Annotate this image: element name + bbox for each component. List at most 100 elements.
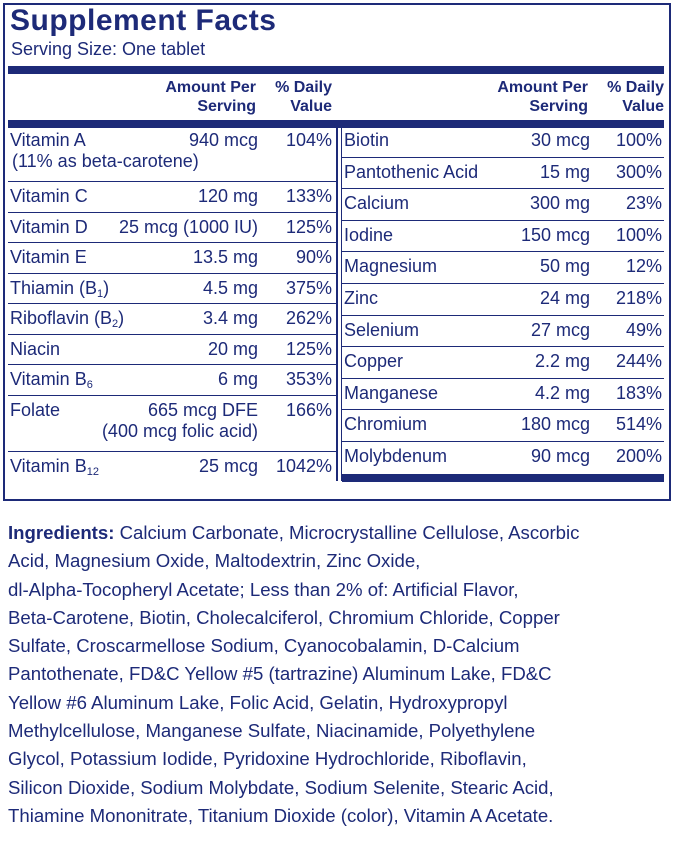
row-separator (342, 314, 664, 316)
nutrient-name: Vitamin B6 (10, 369, 93, 395)
ingredients-line: Pantothenate, FD&C Yellow #5 (tartrazine… (8, 660, 672, 688)
nutrient-name: Iodine (344, 225, 393, 245)
ingredients-label: Ingredients: (8, 522, 115, 543)
ingredients-line: Ingredients: Calcium Carbonate, Microcry… (8, 519, 672, 547)
nutrient-name-text: Biotin (344, 130, 390, 150)
right-dv-header: % Daily Value (607, 79, 664, 115)
nutrient-subscript: 2 (112, 318, 119, 330)
nutrient-name-text: Thiamin (B (10, 277, 98, 298)
nutrient-row: Iodine 150 mcg 100% (342, 221, 664, 252)
nutrient-row: Niacin 20 mg 125% (8, 335, 336, 365)
nutrient-name: Manganese (344, 383, 438, 403)
nutrient-name-text: Vitamin C (10, 186, 88, 206)
nutrient-row: Vitamin B12 25 mcg 1042% (8, 452, 336, 482)
nutrient-name: Pantothenic Acid (344, 162, 478, 182)
nutrient-name-text: Chromium (344, 414, 428, 435)
ingredients-line-text: Beta-Carotene, Biotin, Cholecalciferol, … (8, 606, 560, 628)
nutrient-amount: 2.2 mg (534, 351, 590, 372)
nutrient-amount: 27 mcg (530, 319, 590, 340)
row-separator (8, 303, 336, 304)
nutrient-name-text: Pantothenic Acid (344, 161, 479, 182)
nutrient-daily-value: 100% (615, 224, 662, 245)
nutrient-name-text: Vitamin D (10, 216, 88, 237)
nutrient-row: Chromium 180 mcg 514% (342, 410, 664, 441)
nutrient-name: Molybdenum (344, 446, 447, 466)
nutrient-daily-value: 514% (615, 414, 662, 435)
nutrient-daily-value: 166% (285, 399, 332, 420)
nutrient-name: Folate (10, 400, 60, 420)
nutrient-amount: 15 mg (539, 161, 590, 182)
nutrient-row: Vitamin E 13.5 mg 90% (8, 243, 336, 273)
row-separator (342, 377, 664, 379)
nutrient-note: (400 mcg folic acid) (101, 420, 258, 441)
nutrient-amount: 25 mcg (198, 455, 258, 476)
nutrient-name: Vitamin D (10, 217, 88, 237)
nutrient-daily-value: 133% (285, 186, 332, 206)
ingredients-line-text: Silicon Dioxide, Sodium Molybdate, Sodiu… (8, 776, 554, 798)
nutrient-amount: 120 mg (197, 186, 258, 206)
nutrient-row: Manganese 4.2 mg 183% (342, 379, 664, 410)
nutrient-daily-value: 49% (625, 319, 662, 340)
nutrient-subscript: 6 (86, 379, 93, 391)
nutrient-name-text: Vitamin A (10, 130, 86, 150)
ingredients-line: Glycol, Potassium Iodide, Pyridoxine Hyd… (8, 745, 672, 773)
nutrient-name: Vitamin E (10, 247, 87, 267)
ingredients-line-text: Yellow #6 Aluminum Lake, Folic Acid, Gel… (8, 691, 508, 713)
nutrient-name-text: Calcium (344, 193, 410, 214)
left-amount-header: Amount Per Serving (165, 79, 256, 115)
row-separator (342, 251, 664, 253)
panel-title: Supplement Facts (10, 4, 277, 37)
nutrient-row: Calcium 300 mg 23% (342, 189, 664, 220)
nutrient-name: Niacin (10, 339, 60, 359)
ingredients-line: dl-Alpha-Tocopheryl Acetate; Less than 2… (8, 576, 672, 604)
nutrient-name-suffix: ) (118, 308, 125, 328)
ingredients-line-text: Methylcellulose, Manganese Sulfate, Niac… (8, 720, 536, 742)
nutrient-daily-value: 353% (285, 369, 332, 389)
row-separator (8, 181, 336, 182)
ingredients-line-text: Sulfate, Croscarmellose Sodium, Cyanocob… (8, 635, 520, 657)
nutrient-name: Riboflavin (B2) (10, 308, 124, 334)
nutrient-amount: 50 mg (539, 256, 590, 277)
nutrient-name-text: Manganese (344, 382, 439, 403)
nutrient-row: Molybdenum 90 mcg 200% (342, 442, 664, 473)
nutrient-subscript: 1 (97, 287, 104, 300)
nutrient-amount: 90 mcg (530, 446, 590, 466)
nutrient-name: Chromium (344, 414, 427, 434)
nutrient-name: Copper (344, 351, 403, 371)
row-separator (8, 364, 336, 365)
ingredients-line: Silicon Dioxide, Sodium Molybdate, Sodiu… (8, 774, 672, 802)
nutrient-amount: 20 mg (207, 338, 258, 359)
header-thick-bar (8, 120, 664, 128)
nutrient-name: Biotin (344, 130, 389, 150)
serving-size: Serving Size: One tablet (11, 39, 206, 59)
supplement-facts-panel (3, 3, 671, 501)
nutrient-amount: 150 mcg (520, 224, 590, 245)
nutrient-amount: 30 mcg (530, 130, 590, 150)
nutrient-amount: 6 mg (217, 369, 258, 389)
right-bottom-bar (342, 474, 664, 482)
left-dv-header: % Daily Value (275, 79, 332, 115)
ingredients-line: Methylcellulose, Manganese Sulfate, Niac… (8, 717, 672, 745)
top-thick-bar (8, 66, 664, 74)
ingredients-line-text: Pantothenate, FD&C Yellow #5 (tartrazine… (8, 663, 552, 685)
nutrient-row: Vitamin D 25 mcg (1000 IU) 125% (8, 213, 336, 243)
nutrient-name-text: Iodine (344, 224, 394, 245)
nutrient-name-text: Riboflavin (B (10, 308, 113, 328)
nutrient-amount: 13.5 mg (192, 247, 258, 267)
ingredients-line: Acid, Magnesium Oxide, Maltodextrin, Zin… (8, 547, 672, 575)
nutrient-name: Vitamin A (10, 130, 86, 150)
nutrient-name: Selenium (344, 320, 419, 340)
nutrient-amount: 25 mcg (1000 IU) (118, 216, 258, 237)
ingredients-line-text: Acid, Magnesium Oxide, Maltodextrin, Zin… (8, 550, 421, 572)
nutrient-name-text: Copper (344, 351, 404, 372)
row-separator (8, 272, 336, 274)
nutrient-daily-value: 104% (285, 130, 332, 150)
ingredients-line: Beta-Carotene, Biotin, Cholecalciferol, … (8, 604, 672, 632)
row-separator (342, 346, 664, 348)
nutrient-amount: 300 mg (529, 193, 590, 214)
nutrient-daily-value: 125% (285, 216, 332, 237)
nutrient-amount: 4.5 mg (202, 277, 258, 298)
nutrient-row: Biotin 30 mcg 100% (342, 126, 664, 157)
nutrient-amount: 940 mcg (188, 130, 258, 150)
nutrient-amount: 24 mg (539, 288, 590, 308)
